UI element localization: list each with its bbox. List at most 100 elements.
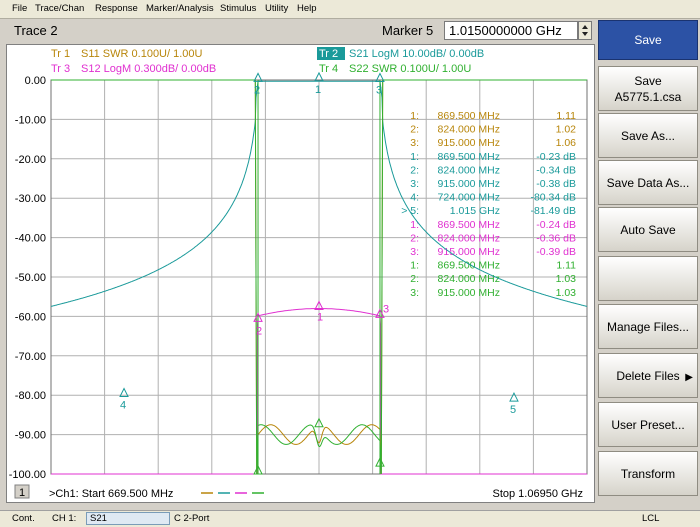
trace-description-3: S12 LogM 0.300dB/ 0.00dB	[81, 63, 216, 75]
marker-row-number: 2:	[410, 124, 419, 136]
marker-swr-triangle[interactable]	[314, 417, 324, 428]
marker-s12-label: 1	[317, 312, 323, 324]
softkey-save-file-button[interactable]: Save A5775.1.csa	[598, 66, 698, 111]
marker-row-frequency: 1.015 GHz	[450, 205, 500, 217]
marker-5-triangle[interactable]	[509, 391, 519, 402]
s22-trace	[51, 79, 587, 475]
marker-2-triangle[interactable]	[253, 72, 263, 82]
marker-1-triangle[interactable]	[314, 71, 324, 82]
trace-id-1[interactable]: Tr 1	[51, 48, 70, 60]
softkey-label: Save Data As...	[606, 175, 690, 190]
y-tick-label: -40.00	[15, 233, 46, 245]
menu-marker-analysis[interactable]: Marker/Analysis	[146, 3, 214, 14]
marker-row-value: 1.02	[556, 124, 577, 136]
channel-number-box	[14, 484, 30, 499]
marker-4-triangle[interactable]	[119, 387, 129, 398]
marker-s12-label: 3	[383, 303, 389, 315]
marker-row-value: -0.38 dB	[536, 178, 576, 190]
softkey-label: Save	[634, 33, 662, 47]
trace-description-2: S21 LogM 10.00dB/ 0.00dB	[349, 48, 484, 60]
s12-trace	[51, 308, 587, 475]
marker-s12-label: 2	[256, 325, 262, 337]
y-tick-label: 0.00	[25, 75, 46, 87]
marker-swr-triangle[interactable]	[375, 457, 385, 467]
marker-row-value: 1.11	[556, 260, 576, 272]
stop-frequency: Stop 1.06950 GHz	[492, 488, 583, 500]
trace-id-3[interactable]: Tr 3	[51, 63, 70, 75]
marker-row-frequency: 869.500 MHz	[438, 219, 500, 231]
menu-utility[interactable]: Utility	[265, 3, 289, 14]
marker-row-frequency: 824.000 MHz	[438, 124, 500, 136]
softkey-save-as-button[interactable]: Save As...	[598, 113, 698, 158]
y-tick-label: -100.00	[9, 469, 46, 481]
marker-row-frequency: 915.000 MHz	[438, 246, 500, 258]
trace-id-4[interactable]: Tr 4	[319, 63, 338, 75]
softkey-save-button[interactable]: Save	[598, 20, 698, 60]
chart-grid	[50, 79, 588, 475]
status-channel: CH 1:	[52, 513, 77, 524]
marker-row-number: 3:	[410, 287, 419, 299]
softkey-manage-files-button[interactable]: Manage Files...	[598, 304, 698, 349]
marker-s12-triangle[interactable]	[314, 300, 324, 311]
softkey-delete-files-button[interactable]: Delete Files ▶	[598, 353, 698, 398]
marker-row-value: -81.49 dB	[530, 205, 576, 217]
softkey-label: Manage Files...	[606, 319, 690, 334]
marker-row-value: -0.39 dB	[536, 246, 576, 258]
s11-trace	[51, 79, 587, 475]
start-frequency: >Ch1: Start 669.500 MHz	[49, 488, 173, 500]
menu-response[interactable]: Response	[95, 3, 138, 14]
marker-4-label: 4	[120, 400, 126, 412]
marker-row-value: -0.36 dB	[536, 232, 576, 244]
softkey-save-data-as-button[interactable]: Save Data As...	[598, 160, 698, 205]
marker-row-number: 1:	[410, 260, 419, 272]
marker-row-frequency: 915.000 MHz	[438, 137, 500, 149]
status-measurement[interactable]: S21	[86, 512, 170, 525]
status-bar: Cont. CH 1: S21 C 2-Port LCL	[0, 510, 700, 527]
active-trace-highlight	[317, 47, 345, 60]
marker-row-number: 1:	[410, 151, 419, 163]
marker-row-frequency: 724.000 MHz	[438, 192, 500, 204]
marker-2-label: 2	[254, 84, 260, 96]
marker-row-frequency: 869.500 MHz	[438, 110, 500, 122]
marker-row-number: 2:	[410, 273, 419, 285]
marker-row-frequency: 869.500 MHz	[438, 151, 500, 163]
trace-id-2[interactable]: Tr 2	[319, 48, 338, 60]
menu-trace-chan[interactable]: Trace/Chan	[35, 3, 85, 14]
trace-title: Trace 2	[14, 23, 58, 38]
menu-stimulus[interactable]: Stimulus	[220, 3, 257, 14]
marker-row-value: 1.11	[556, 110, 576, 122]
y-tick-label: -30.00	[15, 193, 46, 205]
marker-1-label: 1	[315, 84, 321, 96]
trace-chart[interactable]: 0.00 -10.00 -20.00 -30.00 -40.00 -50.00 -60.00…	[6, 44, 595, 503]
y-tick-label: -10.00	[15, 114, 46, 126]
marker-s12-triangle[interactable]	[253, 312, 263, 322]
softkey-label: User Preset...	[611, 417, 685, 432]
marker-row-number: 1:	[410, 110, 419, 122]
marker-spin-control[interactable]	[578, 21, 592, 40]
marker-row-number: 2:	[410, 164, 419, 176]
marker-frequency-input[interactable]: 1.0150000000 GHz	[444, 21, 578, 40]
y-tick-label: -20.00	[15, 154, 46, 166]
marker-3-label: 3	[376, 84, 382, 96]
y-tick-label: -80.00	[15, 390, 46, 402]
softkey-transform-button[interactable]: Transform	[598, 451, 698, 496]
marker-row-value: 1.06	[556, 137, 577, 149]
menu-file[interactable]: File	[12, 3, 28, 14]
marker-swr-triangle[interactable]	[253, 464, 263, 475]
marker-row-value: -80.34 dB	[530, 192, 576, 204]
marker-3-triangle[interactable]	[375, 72, 385, 82]
softkey-auto-save-button[interactable]: Auto Save	[598, 207, 698, 252]
softkey-label: Save A5775.1.csa	[614, 73, 682, 104]
marker-5-label: 5	[510, 404, 516, 416]
marker-s12-triangle[interactable]	[375, 308, 385, 318]
marker-row-number: 3:	[410, 178, 419, 190]
y-tick-label: -60.00	[15, 311, 46, 323]
softkey-user-preset-button[interactable]: User Preset...	[598, 402, 698, 447]
menu-help[interactable]: Help	[297, 3, 317, 14]
plot-frame	[50, 79, 588, 475]
softkey-label: Transform	[620, 466, 676, 481]
marker-row-frequency: 915.000 MHz	[438, 178, 500, 190]
marker-row-frequency: 824.000 MHz	[438, 273, 500, 285]
marker-label: Marker 5	[382, 23, 434, 38]
softkey-blank-button[interactable]	[598, 256, 698, 301]
